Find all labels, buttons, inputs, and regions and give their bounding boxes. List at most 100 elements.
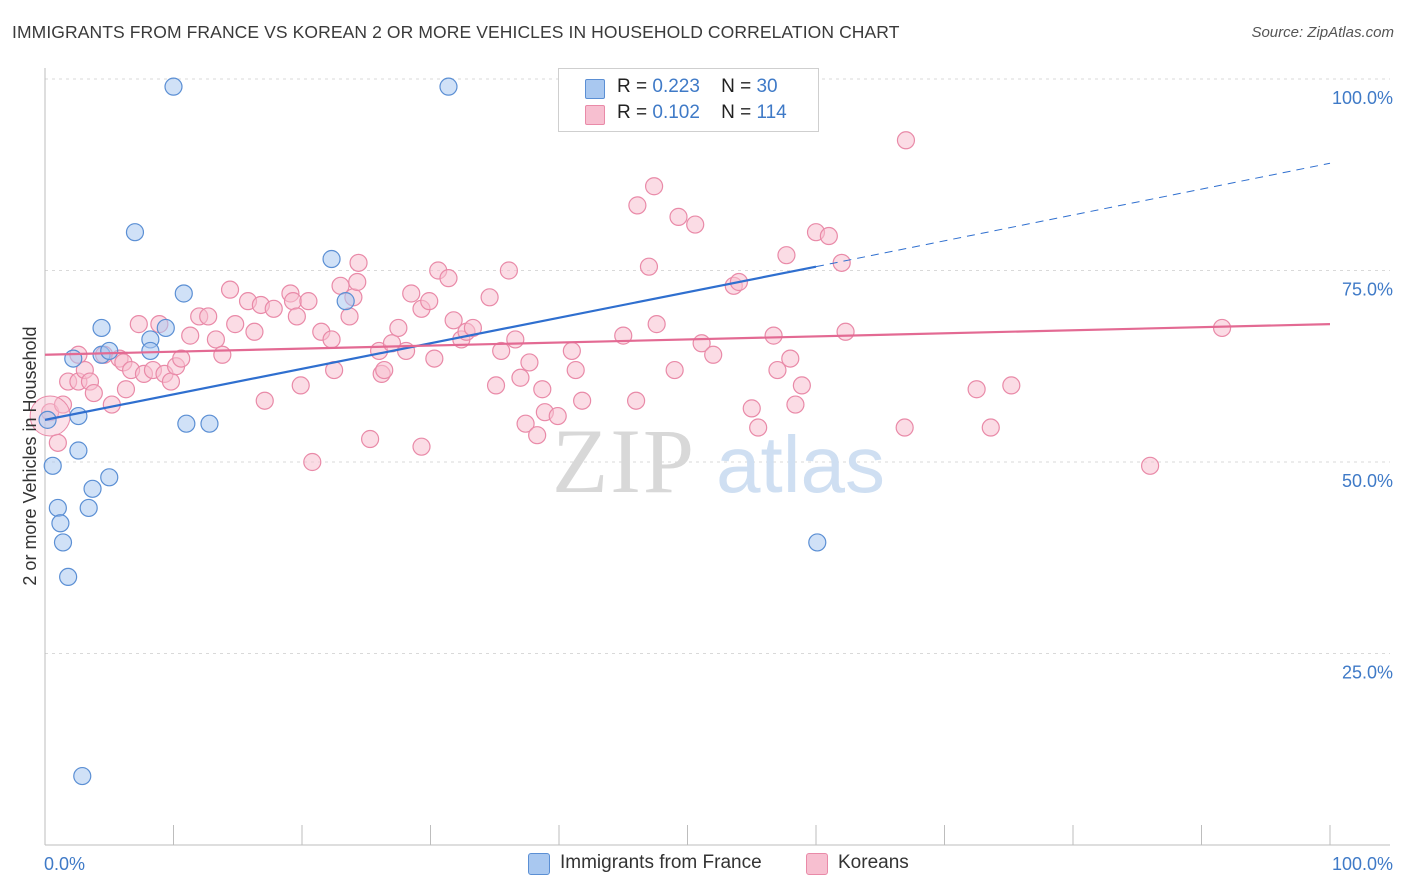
legend-swatch-koreans: [585, 105, 605, 125]
data-point: [786, 395, 805, 414]
trend-line-france-extension: [815, 162, 1331, 268]
legend-n-label: N =: [721, 76, 752, 97]
data-point: [303, 452, 322, 472]
legend-n-value-koreans: 114: [756, 102, 787, 123]
axes: [44, 68, 1390, 846]
data-point: [1002, 376, 1021, 395]
data-point: [336, 292, 355, 311]
data-point: [73, 766, 92, 786]
data-point: [287, 307, 306, 326]
data-point: [53, 395, 73, 414]
data-point: [516, 414, 535, 433]
data-point: [639, 257, 659, 276]
data-point: [59, 567, 78, 587]
data-point: [506, 330, 525, 349]
data-point: [896, 131, 916, 150]
data-point: [245, 322, 264, 341]
data-point: [361, 429, 380, 449]
data-point: [486, 376, 506, 395]
data-point: [480, 288, 499, 307]
y-axis-label: 2 or more Vehicles in Household: [20, 326, 40, 585]
legend-r-label: R =: [617, 76, 648, 97]
legend-swatch-koreans: [806, 853, 828, 875]
legend-r-value-koreans: 0.102: [652, 102, 700, 123]
y-tick-label: 100.0%: [1332, 88, 1393, 108]
data-point: [199, 307, 218, 326]
data-point: [299, 292, 318, 311]
data-point: [764, 326, 783, 345]
data-point: [742, 399, 761, 418]
data-point: [981, 418, 1000, 437]
legend-swatch-france: [528, 853, 550, 875]
data-point: [562, 341, 581, 361]
watermark-atlas: atlas: [716, 420, 885, 509]
data-point: [226, 315, 245, 334]
legend-r-value-france: 0.223: [652, 76, 700, 97]
data-point: [444, 311, 463, 330]
data-point: [644, 177, 664, 196]
data-point: [389, 318, 408, 338]
data-point: [125, 223, 145, 242]
data-point: [463, 318, 483, 338]
data-point: [206, 330, 226, 349]
stats-legend: R = 0.223 N = 30 R = 0.102 N = 114: [558, 68, 819, 132]
data-point: [172, 349, 191, 368]
data-point: [340, 307, 359, 326]
data-point: [84, 383, 103, 403]
y-tick-label: 75.0%: [1342, 280, 1393, 300]
data-point: [665, 360, 684, 380]
data-point: [291, 376, 310, 395]
data-point: [79, 498, 98, 518]
data-point: [220, 280, 240, 299]
data-point: [836, 322, 855, 341]
data-point: [200, 414, 219, 433]
france-points: [38, 77, 827, 786]
data-point: [174, 284, 193, 303]
x-tick-label-left: 0.0%: [44, 854, 85, 874]
data-point: [375, 360, 394, 380]
data-point: [628, 196, 647, 215]
data-point: [181, 326, 200, 345]
data-point: [566, 360, 585, 380]
data-point: [749, 418, 768, 437]
data-point: [686, 215, 705, 234]
data-point: [768, 360, 787, 380]
data-point: [402, 284, 421, 303]
data-point: [895, 418, 914, 437]
tick-labels: 100.0% 75.0% 50.0% 25.0% 0.0% 100.0%: [44, 88, 1393, 874]
trend-line-koreans: [44, 323, 1331, 356]
data-point: [967, 380, 986, 399]
data-point: [792, 376, 811, 395]
gridlines: [45, 78, 1390, 654]
legend-label-koreans: Koreans: [838, 852, 909, 873]
data-point: [420, 292, 439, 311]
data-point: [48, 498, 67, 518]
legend-n-value-france: 30: [756, 76, 778, 97]
data-point: [499, 261, 518, 280]
data-point: [69, 406, 88, 426]
data-point: [283, 292, 303, 311]
data-point: [322, 249, 341, 269]
source-label: Source: ZipAtlas.com: [1251, 24, 1394, 41]
data-point: [1212, 318, 1232, 338]
legend-n-label: N =: [721, 102, 752, 123]
data-point: [64, 349, 83, 368]
y-tick-label: 25.0%: [1342, 663, 1393, 683]
data-point: [51, 514, 70, 533]
trend-line-france: [44, 265, 817, 421]
data-point: [348, 272, 367, 292]
series-legend: Immigrants from France Koreans: [0, 852, 1406, 878]
data-point: [161, 372, 181, 391]
data-point: [43, 456, 62, 475]
data-point: [425, 349, 444, 368]
data-point: [704, 345, 723, 364]
data-point: [116, 380, 136, 399]
data-point: [53, 533, 73, 552]
data-point: [439, 269, 458, 288]
data-point: [777, 246, 796, 265]
data-point: [141, 341, 160, 361]
data-point: [647, 315, 666, 334]
data-point: [83, 479, 102, 498]
data-point: [322, 330, 341, 349]
data-point: [492, 341, 511, 361]
